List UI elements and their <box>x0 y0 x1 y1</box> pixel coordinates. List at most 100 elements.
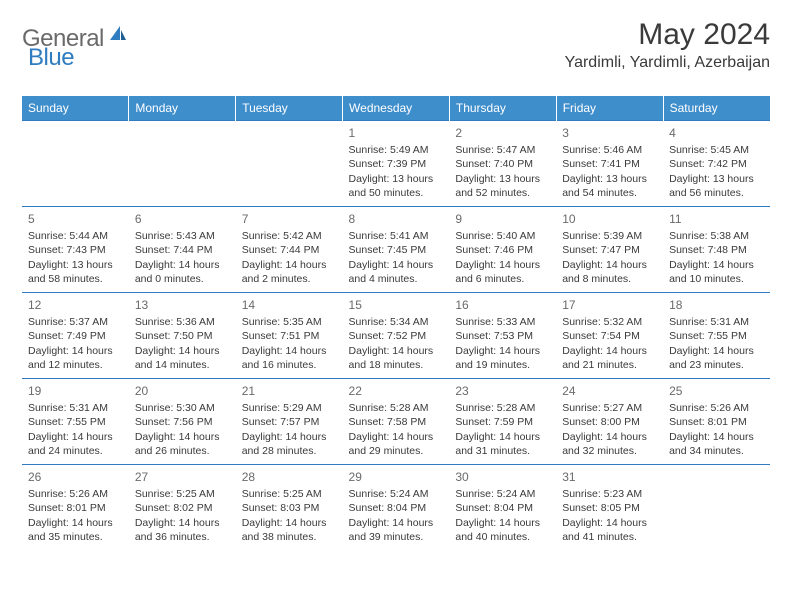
day-number: 2 <box>455 125 550 141</box>
day-number: 13 <box>135 297 230 313</box>
daylight-line-1: Daylight: 14 hours <box>669 344 764 358</box>
day-number: 26 <box>28 469 123 485</box>
sunrise-line: Sunrise: 5:28 AM <box>455 401 550 415</box>
day-number: 29 <box>349 469 444 485</box>
day-number: 18 <box>669 297 764 313</box>
calendar-day-cell: 24Sunrise: 5:27 AMSunset: 8:00 PMDayligh… <box>556 379 663 465</box>
day-number: 8 <box>349 211 444 227</box>
calendar-day-cell: 23Sunrise: 5:28 AMSunset: 7:59 PMDayligh… <box>449 379 556 465</box>
calendar-day-cell: 26Sunrise: 5:26 AMSunset: 8:01 PMDayligh… <box>22 465 129 551</box>
calendar-day-cell: 10 Sunrise: 5:39 AMSunset: 7:47 PMDayligh… <box>556 207 663 293</box>
sunset-line: Sunset: 7:47 PM <box>562 243 657 257</box>
calendar-day-cell: 5Sunrise: 5:44 AMSunset: 7:43 PMDaylight… <box>22 207 129 293</box>
daylight-line-2: and 29 minutes. <box>349 444 444 458</box>
brand-sail-icon <box>108 24 128 47</box>
daylight-line-1: Daylight: 13 hours <box>349 172 444 186</box>
sunset-line: Sunset: 8:02 PM <box>135 501 230 515</box>
daylight-line-1: Daylight: 14 hours <box>562 430 657 444</box>
daylight-line-2: and 0 minutes. <box>135 272 230 286</box>
calendar-day-cell <box>236 121 343 207</box>
calendar-day-cell: 2Sunrise: 5:47 AMSunset: 7:40 PMDaylight… <box>449 121 556 207</box>
daylight-line-1: Daylight: 14 hours <box>28 430 123 444</box>
day-number: 11 <box>669 211 764 227</box>
daylight-line-2: and 10 minutes. <box>669 272 764 286</box>
sunset-line: Sunset: 8:04 PM <box>349 501 444 515</box>
day-number: 17 <box>562 297 657 313</box>
weekday-header: Monday <box>129 96 236 121</box>
sunrise-line: Sunrise: 5:28 AM <box>349 401 444 415</box>
daylight-line-2: and 40 minutes. <box>455 530 550 544</box>
daylight-line-2: and 8 minutes. <box>562 272 657 286</box>
sunrise-line: Sunrise: 5:34 AM <box>349 315 444 329</box>
daylight-line-1: Daylight: 14 hours <box>455 258 550 272</box>
sunset-line: Sunset: 8:01 PM <box>669 415 764 429</box>
daylight-line-2: and 2 minutes. <box>242 272 337 286</box>
daylight-line-1: Daylight: 13 hours <box>669 172 764 186</box>
daylight-line-2: and 16 minutes. <box>242 358 337 372</box>
daylight-line-1: Daylight: 13 hours <box>562 172 657 186</box>
day-number: 19 <box>28 383 123 399</box>
daylight-line-1: Daylight: 14 hours <box>455 344 550 358</box>
sunrise-line: Sunrise: 5:31 AM <box>669 315 764 329</box>
sunrise-line: Sunrise: 5:42 AM <box>242 229 337 243</box>
sunset-line: Sunset: 7:56 PM <box>135 415 230 429</box>
daylight-line-2: and 38 minutes. <box>242 530 337 544</box>
calendar-day-cell <box>663 465 770 551</box>
sunrise-line: Sunrise: 5:27 AM <box>562 401 657 415</box>
daylight-line-2: and 26 minutes. <box>135 444 230 458</box>
calendar-week-row: 12Sunrise: 5:37 AMSunset: 7:49 PMDayligh… <box>22 293 770 379</box>
calendar-day-cell: 16Sunrise: 5:33 AMSunset: 7:53 PMDayligh… <box>449 293 556 379</box>
day-number: 27 <box>135 469 230 485</box>
day-number: 30 <box>455 469 550 485</box>
daylight-line-2: and 41 minutes. <box>562 530 657 544</box>
sunrise-line: Sunrise: 5:43 AM <box>135 229 230 243</box>
calendar-day-cell: 22Sunrise: 5:28 AMSunset: 7:58 PMDayligh… <box>343 379 450 465</box>
day-number: 7 <box>242 211 337 227</box>
sunset-line: Sunset: 7:48 PM <box>669 243 764 257</box>
daylight-line-2: and 36 minutes. <box>135 530 230 544</box>
sunrise-line: Sunrise: 5:24 AM <box>455 487 550 501</box>
sunset-line: Sunset: 7:39 PM <box>349 157 444 171</box>
day-number: 21 <box>242 383 337 399</box>
sunset-line: Sunset: 7:57 PM <box>242 415 337 429</box>
daylight-line-1: Daylight: 14 hours <box>28 516 123 530</box>
daylight-line-2: and 14 minutes. <box>135 358 230 372</box>
daylight-line-1: Daylight: 14 hours <box>135 516 230 530</box>
calendar-day-cell: 7Sunrise: 5:42 AMSunset: 7:44 PMDaylight… <box>236 207 343 293</box>
daylight-line-1: Daylight: 14 hours <box>135 344 230 358</box>
sunrise-line: Sunrise: 5:32 AM <box>562 315 657 329</box>
calendar-day-cell: 9 Sunrise: 5:40 AMSunset: 7:46 PMDaylight… <box>449 207 556 293</box>
sunset-line: Sunset: 7:46 PM <box>455 243 550 257</box>
day-number: 10 <box>562 211 657 227</box>
daylight-line-2: and 31 minutes. <box>455 444 550 458</box>
day-number: 16 <box>455 297 550 313</box>
calendar-day-cell: 25Sunrise: 5:26 AMSunset: 8:01 PMDayligh… <box>663 379 770 465</box>
sunset-line: Sunset: 7:45 PM <box>349 243 444 257</box>
calendar-week-row: 26Sunrise: 5:26 AMSunset: 8:01 PMDayligh… <box>22 465 770 551</box>
sunrise-line: Sunrise: 5:39 AM <box>562 229 657 243</box>
sunrise-line: Sunrise: 5:29 AM <box>242 401 337 415</box>
daylight-line-1: Daylight: 14 hours <box>349 430 444 444</box>
sunrise-line: Sunrise: 5:24 AM <box>349 487 444 501</box>
day-number: 9 <box>455 211 550 227</box>
header-right: May 2024 Yardimli, Yardimli, Azerbaijan <box>565 18 770 72</box>
daylight-line-1: Daylight: 14 hours <box>562 258 657 272</box>
daylight-line-1: Daylight: 14 hours <box>28 344 123 358</box>
calendar-day-cell: 14Sunrise: 5:35 AMSunset: 7:51 PMDayligh… <box>236 293 343 379</box>
daylight-line-1: Daylight: 14 hours <box>669 430 764 444</box>
calendar-day-cell: 31Sunrise: 5:23 AMSunset: 8:05 PMDayligh… <box>556 465 663 551</box>
sunset-line: Sunset: 8:00 PM <box>562 415 657 429</box>
daylight-line-2: and 58 minutes. <box>28 272 123 286</box>
day-number: 28 <box>242 469 337 485</box>
sunset-line: Sunset: 7:52 PM <box>349 329 444 343</box>
calendar-day-cell <box>129 121 236 207</box>
daylight-line-1: Daylight: 14 hours <box>455 516 550 530</box>
day-number: 4 <box>669 125 764 141</box>
sunset-line: Sunset: 7:49 PM <box>28 329 123 343</box>
daylight-line-2: and 32 minutes. <box>562 444 657 458</box>
calendar-week-row: 19Sunrise: 5:31 AMSunset: 7:55 PMDayligh… <box>22 379 770 465</box>
day-number: 31 <box>562 469 657 485</box>
sunrise-line: Sunrise: 5:40 AM <box>455 229 550 243</box>
calendar-day-cell: 29Sunrise: 5:24 AMSunset: 8:04 PMDayligh… <box>343 465 450 551</box>
calendar-day-cell: 28Sunrise: 5:25 AMSunset: 8:03 PMDayligh… <box>236 465 343 551</box>
